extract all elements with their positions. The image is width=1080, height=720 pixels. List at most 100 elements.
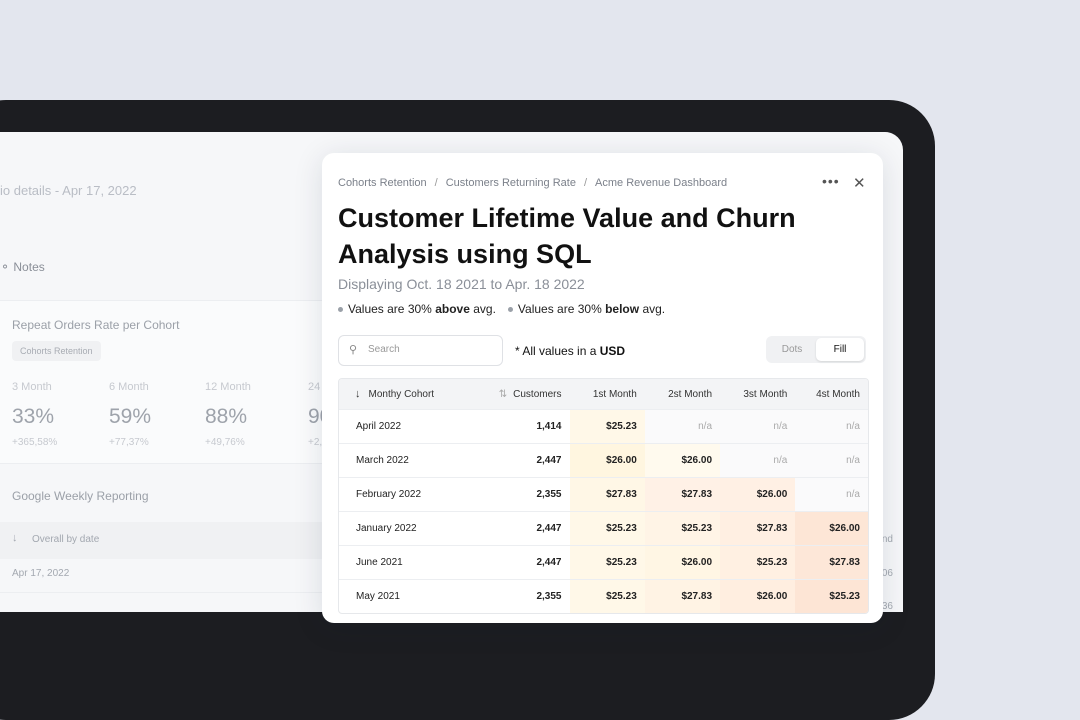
cohort-cell: $26.00	[720, 477, 796, 512]
page: io details - Apr 17, 2022 ⚬ Notes Repeat…	[0, 100, 935, 720]
table-row: January 2022 2,447 $25.23 $25.23 $27.83 $26.0…	[339, 511, 868, 546]
report-column: Overall by date	[32, 534, 100, 545]
customers: 2,355	[536, 591, 562, 602]
stat-value: 33%	[12, 405, 55, 428]
search-placeholder: Search	[368, 344, 400, 355]
legend-item: Values are 30% above avg.	[338, 302, 496, 316]
table-wrap: ↓ Monthy Cohort ⇅ Customers 1st Month 2st Mon…	[338, 378, 869, 614]
customers: 1,414	[536, 421, 562, 432]
table-row: June 2021 2,447 $25.23 $26.00 $25.23 $27.83	[339, 545, 868, 580]
crumb-separator: /	[434, 177, 438, 189]
cohort-cell: $25.23	[569, 545, 645, 580]
cohort-cell: $26.00	[795, 511, 868, 546]
toggle-option[interactable]: Fill	[816, 338, 864, 361]
cohort-cell: $27.83	[644, 579, 721, 613]
stat-delta: +2,	[308, 437, 323, 448]
stat-value: 88%	[205, 405, 248, 428]
cohort-cell: n/a	[795, 477, 868, 512]
notes-tab[interactable]: ⚬ Notes	[0, 260, 45, 274]
cohort-name: April 2022	[356, 421, 402, 432]
cohort-cell: $25.23	[569, 579, 645, 613]
notes-label: Notes	[13, 260, 45, 274]
toggle-option[interactable]: Dots	[781, 344, 803, 355]
cohort-cell: $26.00	[569, 443, 645, 478]
note-bold: USD	[599, 344, 626, 358]
legend-bold: above	[435, 302, 470, 316]
sort-icon: ⇅	[498, 388, 508, 400]
row-divider	[0, 592, 322, 593]
note-text: * All values in a	[515, 344, 597, 358]
table-row: April 2022 1,414 $25.23 n/a n/a n/a	[339, 409, 868, 444]
page-header: io details - Apr 17, 2022	[0, 183, 137, 198]
stat-label: 24	[308, 381, 321, 393]
cohort-name: January 2022	[356, 523, 417, 534]
cohort-cell: n/a	[720, 443, 796, 478]
stat-delta: +365,58%	[12, 437, 58, 448]
stat-delta: +49,76%	[205, 437, 245, 448]
crumb-separator: /	[583, 177, 588, 189]
report-title: Google Weekly Reporting	[12, 489, 149, 503]
legend-item: Values are 30% below avg.	[507, 302, 666, 316]
crumb-link[interactable]: Acme Revenue Dashboard	[595, 177, 728, 189]
stat-label: 6 Month	[109, 381, 149, 393]
cohort-cell: n/a	[644, 409, 721, 444]
stat-delta: +77,37%	[109, 437, 149, 448]
column-title: 2st Month	[668, 388, 713, 400]
cohort-cell: $25.23	[644, 511, 721, 546]
column-header[interactable]: ↓ Monthy Cohort	[339, 379, 486, 410]
cohort-cell: $25.23	[795, 579, 868, 613]
card: Repeat Orders Rate per Cohort Cohorts Re…	[0, 300, 331, 464]
close-button[interactable]: ✕	[853, 175, 866, 192]
customers: 2,447	[536, 455, 562, 466]
stat-value: 59%	[109, 405, 152, 428]
breadcrumb: Cohorts Retention / Customers Returning Ra…	[338, 177, 727, 189]
currency-note: * All values in a USD	[515, 344, 625, 358]
column-title: Monthy Cohort	[368, 389, 435, 400]
legend-bold: below	[605, 302, 640, 316]
search-icon: ⚲	[349, 344, 358, 356]
column-title: 1st Month	[592, 388, 637, 400]
customers: 2,447	[536, 523, 562, 534]
cohort-cell: $26.00	[720, 579, 796, 613]
report-header	[0, 522, 322, 559]
cohort-cell: n/a	[720, 409, 796, 444]
report-cell: Apr 17, 2022	[12, 568, 70, 579]
customers: 2,447	[536, 557, 562, 568]
cohort-cell: $26.00	[644, 545, 721, 580]
cohort-cell: $27.83	[720, 511, 796, 546]
column-header[interactable]: 4st Month	[795, 379, 868, 410]
cohort-cell: $25.23	[569, 511, 645, 546]
cohort-cell: $27.83	[569, 477, 645, 512]
table-row: May 2021 2,355 $25.23 $27.83 $26.00 $25.23	[339, 579, 868, 613]
legend-dot	[507, 307, 513, 313]
subtitle: Displaying Oct. 18 2021 to Apr. 18 2022	[338, 276, 585, 292]
legend: Values are 30% above avg. Values are 30% …	[338, 302, 665, 316]
card-tag: Cohorts Retention	[12, 341, 101, 361]
column-title: 4st Month	[816, 388, 860, 400]
cohort-cell: $25.23	[569, 409, 645, 444]
cohort-name: May 2021	[356, 591, 400, 602]
legend-suffix: avg.	[642, 302, 666, 316]
column-header[interactable]: 3st Month	[720, 379, 796, 410]
crumb-link[interactable]: Customers Returning Rate	[445, 177, 576, 189]
cohort-name: June 2021	[356, 557, 403, 568]
cohort-cell: $25.23	[720, 545, 796, 580]
view-toggle: Dots Fill	[766, 336, 866, 363]
crumb-link[interactable]: Cohorts Retention	[338, 177, 427, 189]
column-header[interactable]: 2st Month	[644, 379, 721, 410]
column-title: 3st Month	[743, 388, 788, 400]
legend-dot	[338, 307, 343, 313]
legend-suffix: avg.	[473, 302, 496, 316]
legend-prefix: Values are 30%	[517, 302, 602, 316]
more-button[interactable]: •••	[822, 173, 840, 189]
cohort-name: March 2022	[356, 455, 409, 466]
modal: Cohorts Retention / Customers Returning Ra…	[322, 153, 883, 623]
cohort-cell: n/a	[795, 409, 868, 444]
column-header[interactable]: 1st Month	[569, 379, 645, 410]
column-header[interactable]: ⇅ Customers	[485, 379, 570, 410]
cohort-cell: $27.83	[795, 545, 868, 580]
stat-label: 3 Month	[12, 381, 52, 393]
customers: 2,355	[536, 489, 562, 500]
legend-prefix: Values are 30%	[348, 302, 432, 316]
search-box[interactable]: ⚲ Search	[338, 335, 503, 366]
